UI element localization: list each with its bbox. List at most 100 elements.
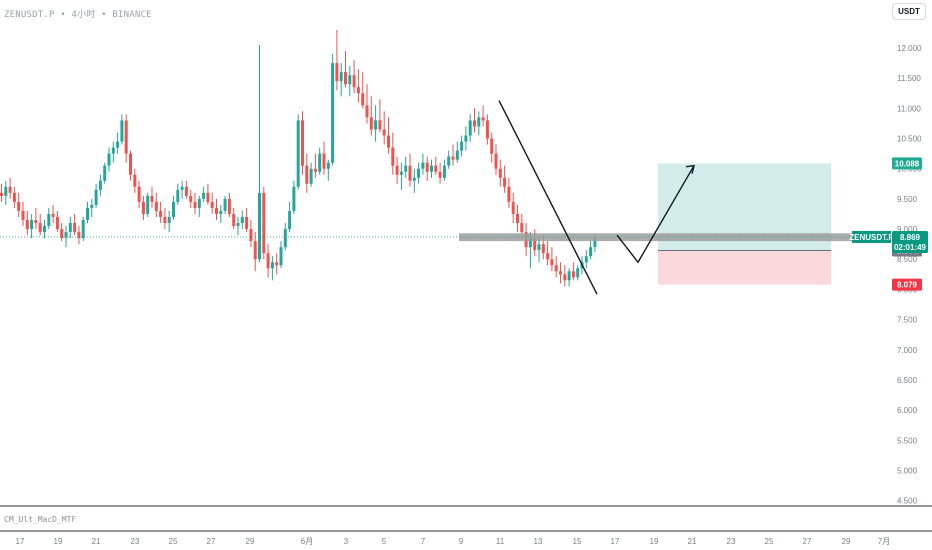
candle xyxy=(550,259,554,266)
candle xyxy=(567,271,571,281)
y-tick-label: 5.500 xyxy=(897,436,918,445)
x-tick-label: 27 xyxy=(207,537,216,546)
candle xyxy=(137,186,141,202)
candle xyxy=(399,171,403,175)
stop-price-label-bg xyxy=(892,278,922,291)
candle xyxy=(120,120,124,142)
candle xyxy=(107,153,111,166)
candle xyxy=(172,201,175,217)
candle xyxy=(81,219,85,239)
y-tick-label: 9.000 xyxy=(897,225,918,234)
currency-button[interactable]: USDT xyxy=(892,3,926,20)
candle xyxy=(77,232,81,239)
candle xyxy=(464,135,468,142)
interval-label: 4小时 xyxy=(71,10,96,20)
x-tick-label: 15 xyxy=(573,537,582,546)
candle xyxy=(559,271,562,275)
candle xyxy=(516,213,519,224)
candle xyxy=(460,141,464,151)
candle xyxy=(533,238,537,251)
candle xyxy=(490,138,494,154)
x-tick-label: 13 xyxy=(534,537,543,546)
candle xyxy=(111,147,115,154)
x-tick-label: 23 xyxy=(131,537,140,546)
symbol-legend: ZENUSDT.P • 4小时 • BINANCE xyxy=(4,7,152,20)
candle xyxy=(528,238,532,248)
candle xyxy=(485,120,489,139)
candle xyxy=(417,168,421,178)
exchange-label: BINANCE xyxy=(112,10,152,20)
candle xyxy=(47,213,51,227)
candle xyxy=(184,186,188,196)
candle xyxy=(455,150,459,160)
candle xyxy=(202,192,206,199)
candle xyxy=(447,156,451,166)
candle xyxy=(38,223,42,233)
candle xyxy=(339,72,343,82)
candle xyxy=(146,195,150,214)
candle xyxy=(133,174,137,187)
candle xyxy=(361,93,365,106)
candle xyxy=(494,153,498,169)
candle xyxy=(232,213,236,227)
candle xyxy=(313,168,317,172)
x-tick-label: 9 xyxy=(459,537,464,546)
x-tick-label: 3 xyxy=(344,537,349,546)
y-tick-label: 10.500 xyxy=(897,135,922,144)
current-price-label: 8.869 xyxy=(900,233,921,242)
candle xyxy=(541,244,545,254)
candles-layer xyxy=(0,29,597,287)
candle xyxy=(344,72,347,85)
candle xyxy=(279,247,283,266)
candle xyxy=(8,186,12,193)
candle xyxy=(554,265,558,272)
candle xyxy=(0,192,3,196)
candle xyxy=(356,87,360,94)
candle xyxy=(546,253,550,260)
candle xyxy=(430,165,433,172)
time-axis[interactable]: 17 19 21 23 25 27 29 6月 3 5 7 9 11 13 15 17 19 21 23 25 27 29… xyxy=(0,505,932,546)
candle xyxy=(258,192,261,260)
candle xyxy=(408,165,412,181)
indicator-pane-label[interactable]: CM_Ult_MacD_MTF xyxy=(4,515,77,524)
candle xyxy=(275,262,279,266)
candle xyxy=(477,117,481,127)
candle xyxy=(468,120,472,136)
candle xyxy=(348,75,352,85)
symbol-name: ZENUSDT.P xyxy=(4,10,55,20)
candle xyxy=(378,120,382,130)
y-tick-label: 9.500 xyxy=(897,195,918,204)
target-price-label-bg xyxy=(892,157,922,170)
candle xyxy=(60,229,64,239)
candle xyxy=(129,153,132,175)
candle xyxy=(197,198,201,208)
x-tick-label: 11 xyxy=(496,537,505,546)
candle xyxy=(206,192,210,202)
candle xyxy=(537,244,541,251)
x-tick-label: 7月 xyxy=(878,537,890,546)
candle xyxy=(442,165,446,178)
candle xyxy=(404,165,408,172)
x-tick-label: 21 xyxy=(92,537,101,546)
candle xyxy=(412,177,416,181)
x-tick-label: 19 xyxy=(650,537,659,546)
candle xyxy=(12,192,16,202)
candle xyxy=(391,147,395,166)
candle xyxy=(150,195,154,202)
y-tick-label: 11.000 xyxy=(897,104,921,113)
candle xyxy=(253,241,257,260)
candle xyxy=(94,189,98,205)
price-axis[interactable]: 4.5005.0005.5006.0006.5007.0007.5008.000… xyxy=(897,44,922,506)
candle xyxy=(498,168,502,178)
ticker-label-bg xyxy=(852,230,891,243)
candle xyxy=(292,186,296,211)
candle xyxy=(240,216,244,224)
candle xyxy=(283,229,287,248)
candle xyxy=(25,219,29,230)
candle xyxy=(318,153,322,172)
candle xyxy=(210,201,214,208)
candle xyxy=(593,236,597,248)
candle xyxy=(305,165,309,184)
